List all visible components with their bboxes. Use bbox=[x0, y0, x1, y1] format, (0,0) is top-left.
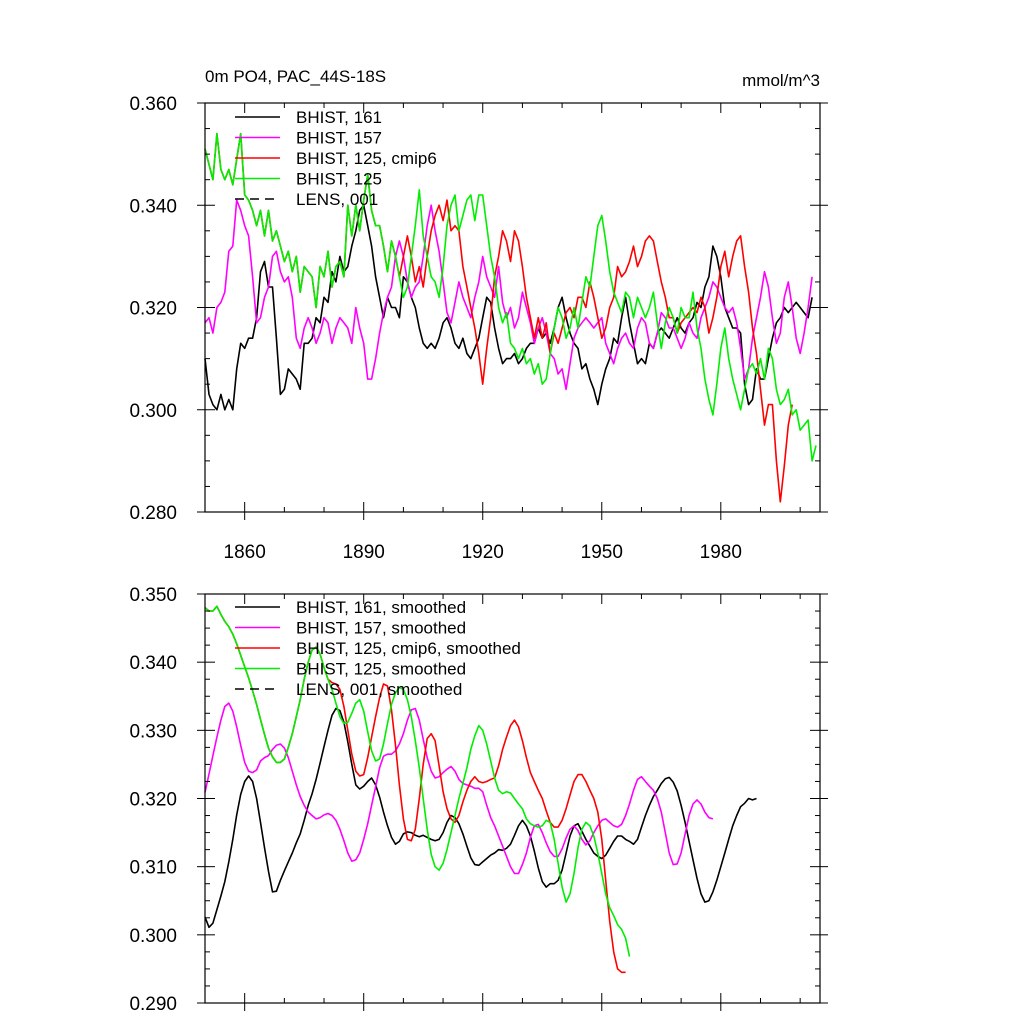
bottom-legend-label-1: BHIST, 157, smoothed bbox=[296, 619, 466, 638]
bottom-legend-label-0: BHIST, 161, smoothed bbox=[296, 598, 466, 617]
bottom-y-tick-label: 0.350 bbox=[129, 585, 177, 606]
bottom-y-tick-label: 0.340 bbox=[129, 653, 177, 674]
top-series-line-2 bbox=[204, 132, 793, 503]
bottom-y-tick-label: 0.310 bbox=[129, 858, 177, 879]
bottom-y-tick-label: 0.300 bbox=[129, 926, 177, 947]
bottom-legend-label-4: LENS, 001, smoothed bbox=[296, 680, 462, 699]
top-x-tick-label: 1980 bbox=[700, 542, 742, 563]
top-series-line-3 bbox=[204, 132, 817, 462]
top-legend-label-3: BHIST, 125 bbox=[296, 170, 382, 189]
bottom-legend-label-3: BHIST, 125, smoothed bbox=[296, 660, 466, 679]
top-y-tick-label: 0.300 bbox=[129, 401, 177, 422]
top-y-tick-label: 0.280 bbox=[129, 503, 177, 524]
top-legend-label-4: LENS, 001 bbox=[296, 190, 378, 209]
bottom-y-tick-label: 0.320 bbox=[129, 790, 177, 811]
bottom-legend-label-2: BHIST, 125, cmip6, smoothed bbox=[296, 639, 521, 658]
top-panel-series-group bbox=[204, 132, 817, 503]
bottom-series-line-3 bbox=[204, 605, 631, 957]
top-y-tick-label: 0.360 bbox=[129, 94, 177, 115]
bottom-panel-axes: 0.290 0.300 0.310 0.320 0.330 0.340 0.350 bbox=[129, 585, 828, 1015]
bottom-panel-series-group bbox=[204, 605, 757, 974]
top-panel-axes: 1860 1890 1920 1950 1980 0.280 0.300 0.320 0.340… bbox=[129, 94, 828, 563]
top-series-line-0 bbox=[204, 204, 813, 411]
top-y-tick-label: 0.320 bbox=[129, 299, 177, 320]
top-x-tick-label: 1860 bbox=[224, 542, 266, 563]
bottom-y-tick-label: 0.330 bbox=[129, 721, 177, 742]
bottom-series-line-1 bbox=[204, 702, 714, 875]
top-legend-label-2: BHIST, 125, cmip6 bbox=[296, 149, 437, 168]
top-panel-units: mmol/m^3 bbox=[742, 71, 820, 90]
bottom-panel-legend: BHIST, 161, smoothed BHIST, 157, smoothed… bbox=[235, 598, 521, 699]
top-legend-label-1: BHIST, 157 bbox=[296, 129, 382, 148]
top-y-tick-label: 0.340 bbox=[129, 196, 177, 217]
top-x-tick-label: 1950 bbox=[581, 542, 623, 563]
top-series-line-1 bbox=[204, 199, 813, 391]
bottom-series-line-0 bbox=[204, 707, 757, 929]
top-x-tick-label: 1920 bbox=[462, 542, 504, 563]
top-legend-label-0: BHIST, 161 bbox=[296, 108, 382, 127]
top-panel-title: 0m PO4, PAC_44S-18S bbox=[205, 67, 386, 86]
top-x-tick-label: 1890 bbox=[343, 542, 385, 563]
top-panel: 0m PO4, PAC_44S-18S mmol/m^3 1860 1890 192… bbox=[129, 67, 828, 563]
bottom-panel: 0.290 0.300 0.310 0.320 0.330 0.340 0.350 BHIS… bbox=[129, 585, 828, 1015]
bottom-y-tick-label: 0.290 bbox=[129, 994, 177, 1015]
